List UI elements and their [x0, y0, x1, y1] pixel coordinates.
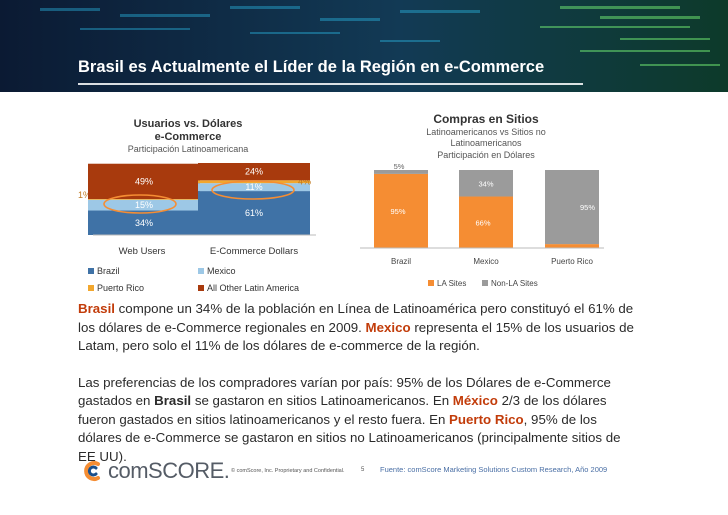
chart1-subtitle: Participación Latinoamericana [128, 144, 249, 154]
legend-label: LA Sites [437, 279, 466, 288]
legend-label: Non-LA Sites [491, 279, 538, 288]
logo-text: comSCORE. [108, 458, 230, 483]
data-label-all-other-latin-america-e-commerce-dollars: 24% [245, 167, 263, 177]
chart2-category-label: Mexico [473, 257, 499, 266]
legend-label: Puerto Rico [97, 283, 144, 293]
chart2-category-label: Brazil [391, 257, 411, 266]
bar-la-sites-brazil [374, 173, 428, 248]
highlight-mexico: Mexico [365, 319, 411, 335]
data-label-non-la-sites-brazil: 5% [394, 162, 405, 171]
chart2-subtitle-line1: Latinoamericanos vs Sitios no [426, 127, 546, 137]
data-label-puerto-rico-web-users: 1% [78, 190, 91, 200]
comscore-logo: comSCORE. [82, 458, 230, 484]
paragraph-gap [78, 356, 638, 374]
bar-mexico-web-users [88, 199, 200, 211]
slide-title: Brasil es Actualmente el Líder de la Reg… [78, 58, 545, 76]
legend-label: Mexico [207, 266, 236, 276]
header-banner: Brasil es Actualmente el Líder de la Reg… [0, 0, 728, 92]
data-label-non-la-sites-mexico: 34% [478, 179, 493, 188]
chart1-title-line1: Usuarios vs. Dólares [134, 118, 243, 130]
body-text-segment: compone un 34% de la población en Línea … [78, 301, 634, 335]
legend-swatch-non-la-sites [482, 280, 488, 286]
bar-brazil-web-users [88, 210, 200, 235]
slide-body: Brasil compone un 34% de la población en… [78, 300, 638, 466]
legend-label: All Other Latin America [207, 283, 299, 293]
legend-swatch-other-latam [198, 285, 204, 291]
title-underline [78, 83, 583, 85]
data-label-la-sites-mexico: 66% [475, 218, 490, 227]
bar-all-other-latin-america-e-commerce-dollars [198, 163, 310, 181]
page-number: 5 [361, 467, 365, 473]
mexico-dollars-highlight-ellipse [211, 180, 295, 200]
chart2-bars: 95%5%66%34%5%95% [374, 162, 599, 248]
emphasis-brasil: Brasil [154, 393, 192, 408]
body-paragraph-1: Brasil compone un 34% de la población en… [78, 300, 638, 356]
bar-mexico-e-commerce-dollars [198, 183, 310, 192]
body-text-segment: 2/3 de los dólares fueron gastados en si… [78, 393, 607, 427]
la-vs-non-la-sites-chart: Compras en Sitios Latinoamericanos vs Si… [360, 112, 604, 288]
stock-ticker-background [0, 0, 728, 92]
chart2-title: Compras en Sitios [433, 112, 539, 126]
bar-non-la-sites-mexico [459, 170, 513, 197]
chart1-category-label: Web Users [119, 246, 166, 257]
charts-area: Usuarios vs. Dólares e-Commerce Particip… [78, 112, 604, 293]
body-text-segment: Las preferencias de los compradores varí… [78, 374, 611, 409]
legend-swatch-la-sites [428, 280, 434, 286]
body-paragraph-2: Las preferencias de los compradores varí… [78, 374, 638, 467]
legend-label: Brazil [97, 266, 120, 276]
slide-footer: comSCORE. © comScore, Inc. Proprietary a… [0, 450, 728, 490]
bar-non-la-sites-puerto-rico [545, 170, 599, 245]
bar-la-sites-puerto-rico [545, 244, 599, 248]
data-label-mexico-web-users: 15% [135, 200, 153, 210]
data-label-brazil-e-commerce-dollars: 61% [245, 208, 263, 218]
chart2-subtitle-line3: Participación en Dólares [437, 150, 535, 160]
body-text-segment: se gastaron en sitios Latinoamericanos. … [191, 393, 453, 408]
legend-swatch-mexico [198, 268, 204, 274]
bar-all-other-latin-america-web-users [88, 163, 200, 199]
chart1-legend: Brazil Mexico Puerto Rico All Other Lati… [88, 266, 299, 293]
data-label-brazil-web-users: 34% [135, 218, 153, 228]
data-label-all-other-latin-america-web-users: 49% [135, 176, 153, 186]
highlight-brasil: Brasil [78, 301, 115, 316]
highlight-mexico-2: México [452, 393, 498, 408]
highlight-puerto-rico: Puerto Rico [449, 411, 524, 427]
chart2-category-label: Puerto Rico [551, 257, 593, 266]
chart2-subtitle-line2: Latinoamericanos [450, 138, 522, 148]
bar-la-sites-mexico [459, 196, 513, 248]
body-text-segment: representa el 15% de los usuarios de Lat… [78, 319, 634, 354]
body-text-segment: , 95% de los dólares de e-Commerce se ga… [78, 411, 621, 464]
mexico-web-users-highlight-ellipse [103, 194, 177, 214]
copyright-notice: © comScore, Inc. Proprietary and Confide… [231, 468, 345, 474]
chart1-category-label: E-Commerce Dollars [210, 246, 298, 257]
comscore-logo-icon [84, 461, 100, 481]
legend-swatch-puerto-rico [88, 285, 94, 291]
bar-non-la-sites-brazil [374, 170, 428, 174]
chart1-bars: 34% 15% 1% 49% 61% 11% 4% 24% [78, 163, 311, 235]
users-vs-dollars-chart: Usuarios vs. Dólares e-Commerce Particip… [78, 118, 316, 293]
data-label-non-la-sites-puerto-rico: 95% [580, 203, 595, 212]
source-note: Fuente: comScore Marketing Solutions Cus… [380, 465, 608, 474]
bar-puerto-rico-web-users [88, 199, 200, 200]
legend-swatch-brazil [88, 268, 94, 274]
data-label-la-sites-brazil: 95% [390, 207, 405, 216]
chart2-legend: LA Sites Non-LA Sites [428, 279, 538, 288]
chart1-title-line2: e-Commerce [155, 131, 222, 143]
data-label-mexico-e-commerce-dollars: 11% [245, 182, 262, 192]
data-label-puerto-rico-e-commerce-dollars: 4% [298, 176, 311, 186]
